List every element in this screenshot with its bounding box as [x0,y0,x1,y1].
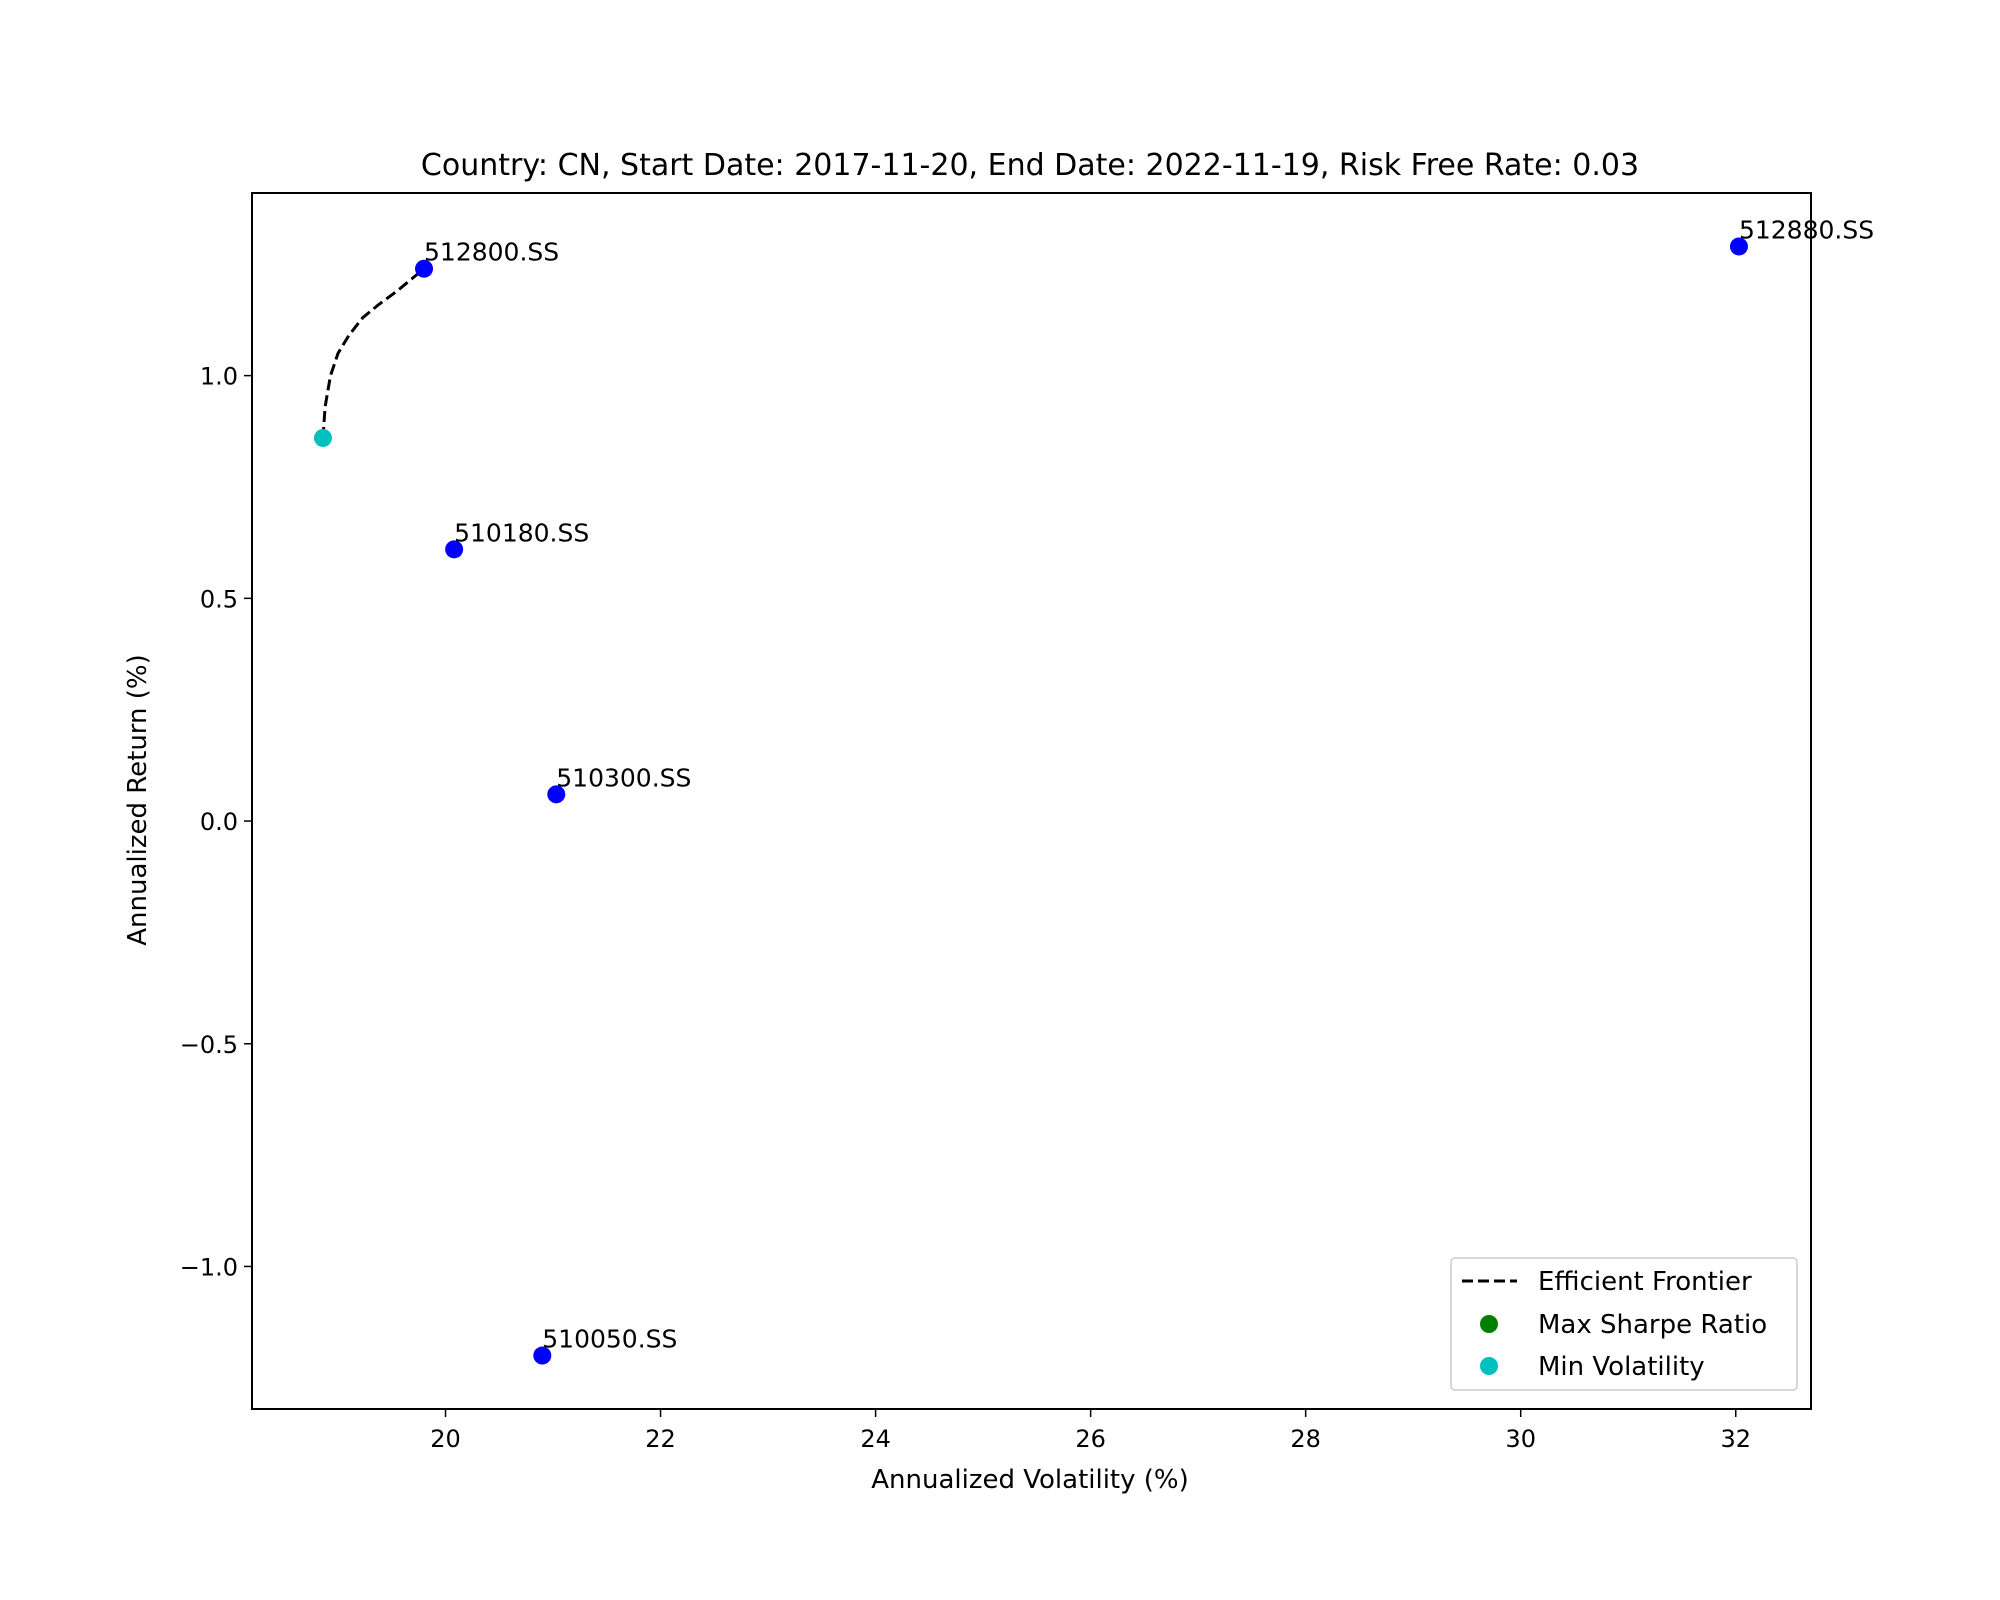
y-tick-label: −0.5 [180,1031,238,1059]
y-tick-label: 1.0 [200,363,238,391]
efficient-frontier-line [321,267,425,439]
min-volatility-point [313,428,332,447]
asset-point [445,540,464,559]
y-tick-label: 0.0 [200,808,238,836]
asset-label: 512880.SS [1739,215,1874,244]
x-tick-label: 24 [860,1425,891,1453]
y-axis-label: Annualized Return (%) [123,654,153,946]
legend: Efficient Frontier Max Sharpe Ratio Min … [1450,1257,1798,1391]
asset-label: 510180.SS [454,518,589,547]
x-tick-label: 28 [1290,1425,1321,1453]
x-tick-label: 22 [645,1425,676,1453]
x-tick-label: 26 [1075,1425,1106,1453]
legend-box [1450,1257,1798,1391]
legend-max-sharpe-marker [1480,1315,1498,1333]
asset-label: 512800.SS [424,238,559,267]
y-tick-label: 0.5 [200,585,238,613]
asset-point [415,259,434,278]
asset-point [1729,237,1748,256]
chart-title: Country: CN, Start Date: 2017-11-20, End… [421,148,1639,183]
x-tick-label: 20 [430,1425,461,1453]
legend-min-volatility-marker [1480,1357,1498,1375]
axes-frame [251,192,1812,1410]
legend-label-max-sharpe: Max Sharpe Ratio [1538,1310,1767,1340]
x-tick-label: 32 [1720,1425,1751,1453]
x-axis-label: Annualized Volatility (%) [871,1465,1189,1495]
asset-point [533,1346,552,1365]
legend-label-efficient-frontier: Efficient Frontier [1538,1267,1752,1297]
plot-area: 512800.SS 512880.SS 510180.SS 510300.SS 5100… [313,215,1874,1365]
legend-label-min-volatility: Min Volatility [1538,1352,1705,1382]
asset-label: 510050.SS [542,1325,677,1354]
x-tick-label: 30 [1505,1425,1536,1453]
asset-point [547,785,566,804]
y-axis: −1.0 −0.5 0.0 0.5 1.0 [180,363,252,1281]
x-axis: 20 22 24 26 28 30 32 [430,1409,1751,1453]
asset-label: 510300.SS [556,763,691,792]
y-tick-label: −1.0 [180,1253,238,1281]
